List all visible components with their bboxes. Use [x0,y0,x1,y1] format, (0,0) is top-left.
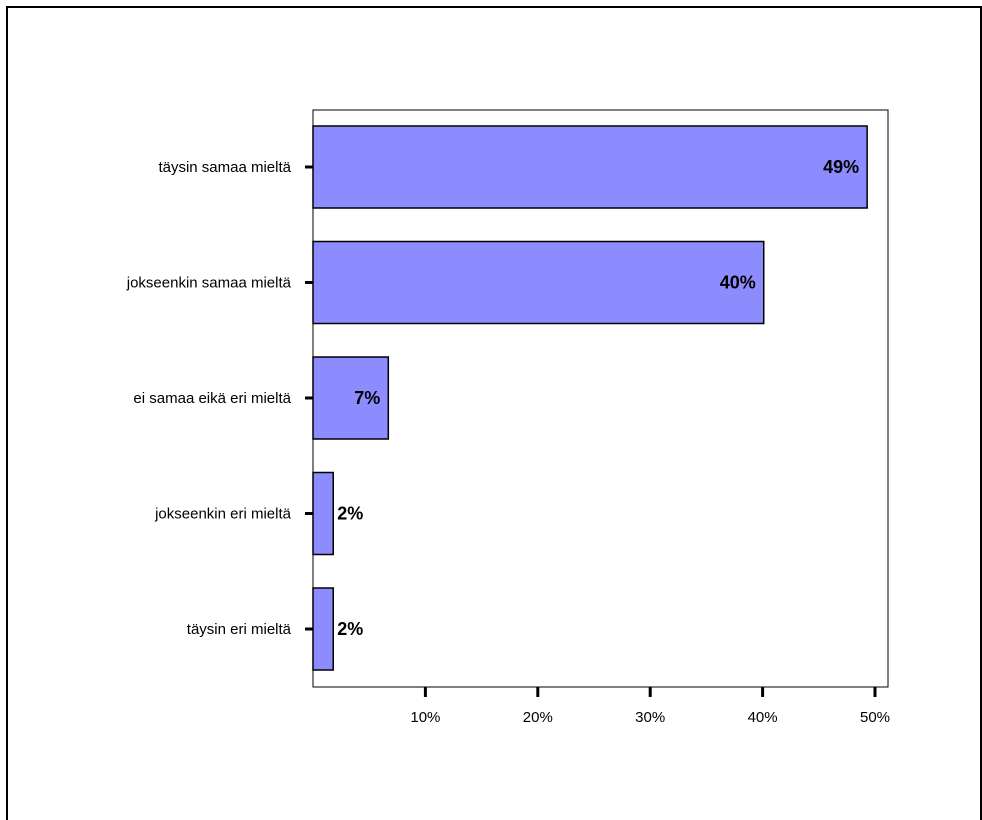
data-label: 2% [337,504,363,524]
data-label: 49% [823,157,859,177]
category-label: ei samaa eikä eri mieltä [133,390,291,407]
data-label: 7% [354,388,380,408]
category-label: täysin samaa mieltä [158,159,291,176]
bar [312,471,334,556]
category-label: täysin eri mieltä [187,621,292,638]
x-tick-label: 50% [860,709,890,726]
bar [312,240,765,325]
x-tick-label: 10% [410,709,440,726]
x-tick-label: 40% [748,709,778,726]
data-label: 2% [337,619,363,639]
category-label: jokseenkin samaa mieltä [126,275,292,292]
figure-frame [6,6,982,820]
x-tick-label: 20% [523,709,553,726]
category-label: jokseenkin eri mieltä [154,506,292,523]
bar [312,356,390,440]
data-label: 40% [720,273,756,293]
x-tick-label: 30% [635,709,665,726]
bar [312,587,334,671]
bar [312,125,868,209]
